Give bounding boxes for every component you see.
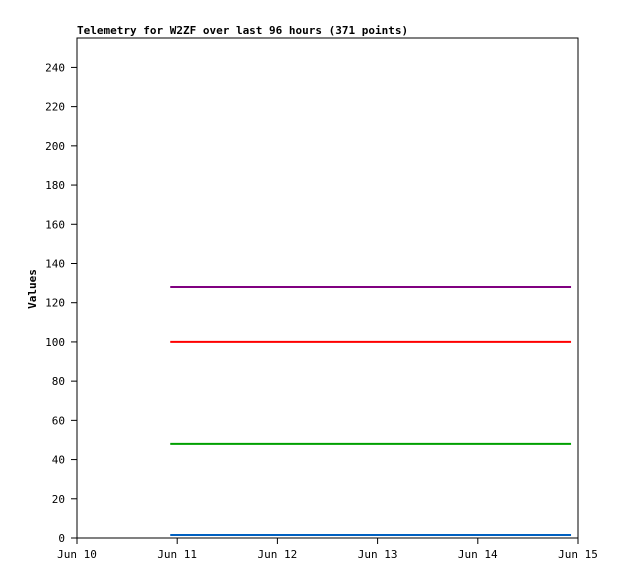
chart-title: Telemetry for W2ZF over last 96 hours (3… [77, 24, 408, 37]
x-tick-label: Jun 10 [57, 548, 97, 561]
plot-frame [76, 37, 579, 539]
x-tick-label: Jun 14 [458, 548, 498, 561]
y-tick-label: 0 [58, 532, 65, 545]
x-tick-label: Jun 15 [558, 548, 598, 561]
y-tick-label: 160 [45, 218, 65, 231]
x-tick-label: Jun 13 [358, 548, 398, 561]
y-tick-label: 100 [45, 336, 65, 349]
y-tick-label: 20 [52, 493, 65, 506]
y-tick-label: 180 [45, 179, 65, 192]
y-tick-label: 120 [45, 297, 65, 310]
y-tick-label: 200 [45, 140, 65, 153]
x-tick-label: Jun 12 [258, 548, 298, 561]
y-tick-label: 40 [52, 454, 65, 467]
y-tick-label: 220 [45, 101, 65, 114]
y-tick-label: 140 [45, 257, 65, 270]
y-tick-label: 60 [52, 414, 65, 427]
y-tick-label: 240 [45, 61, 65, 74]
y-axis-label: Values [26, 269, 39, 309]
y-tick-label: 80 [52, 375, 65, 388]
x-tick-label: Jun 11 [157, 548, 197, 561]
